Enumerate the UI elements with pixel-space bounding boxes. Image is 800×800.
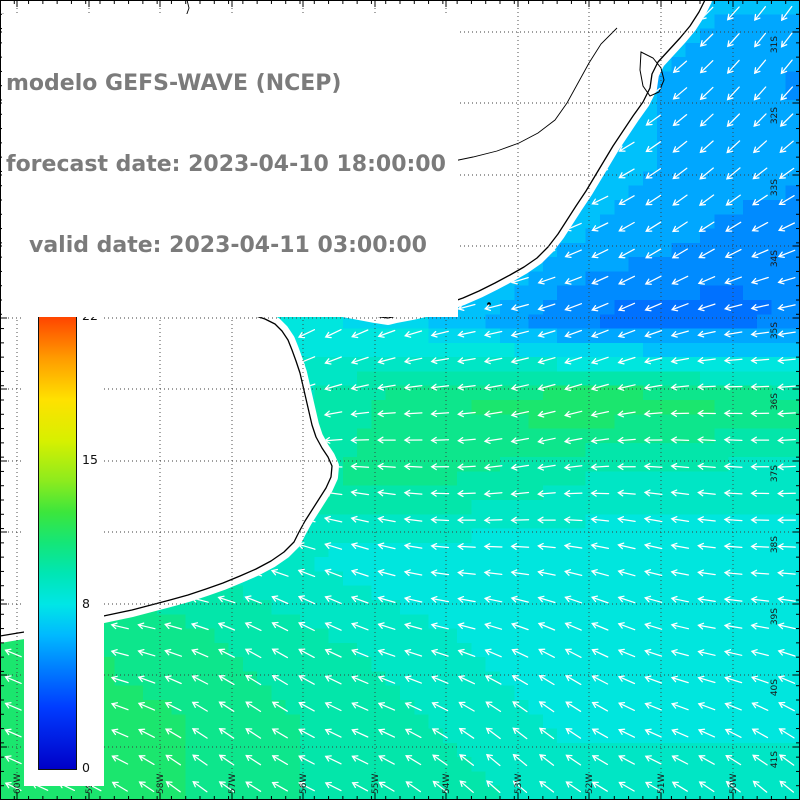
svg-text:34S: 34S <box>770 250 780 267</box>
colorbar-tick-label: 8 <box>82 595 90 611</box>
svg-text:60W: 60W <box>13 774 23 794</box>
header: modelo GEFS-WAVE (NCEP) forecast date: 2… <box>2 14 458 317</box>
svg-text:53W: 53W <box>514 774 524 794</box>
svg-text:35S: 35S <box>770 322 780 339</box>
colorbar-tick-label: 0 <box>82 760 90 775</box>
colorbar-tick-label: 15 <box>82 452 98 467</box>
svg-text:36S: 36S <box>770 393 780 410</box>
svg-text:56W: 56W <box>299 774 309 794</box>
svg-text:39S: 39S <box>770 608 780 625</box>
valid-date: valid date: 2023-04-11 03:00:00 <box>6 233 427 258</box>
svg-text:50W: 50W <box>729 774 739 794</box>
svg-text:38S: 38S <box>770 536 780 553</box>
islet <box>487 302 491 306</box>
svg-text:54W: 54W <box>442 774 452 794</box>
svg-text:33S: 33S <box>770 179 780 196</box>
svg-text:55W: 55W <box>371 774 381 794</box>
svg-text:52W: 52W <box>585 774 595 794</box>
svg-text:41S: 41S <box>770 751 780 768</box>
svg-text:58W: 58W <box>156 774 166 794</box>
svg-text:57W: 57W <box>228 774 238 794</box>
svg-text:37S: 37S <box>770 465 780 482</box>
svg-text:51W: 51W <box>657 774 667 794</box>
forecast-date: forecast date: 2023-04-10 18:00:00 <box>6 152 446 177</box>
svg-text:32S: 32S <box>770 107 780 124</box>
model-title: modelo GEFS-WAVE (NCEP) <box>6 71 342 96</box>
lagoon-outline <box>639 51 665 97</box>
svg-text:40S: 40S <box>770 679 780 696</box>
svg-text:31S: 31S <box>770 36 780 53</box>
